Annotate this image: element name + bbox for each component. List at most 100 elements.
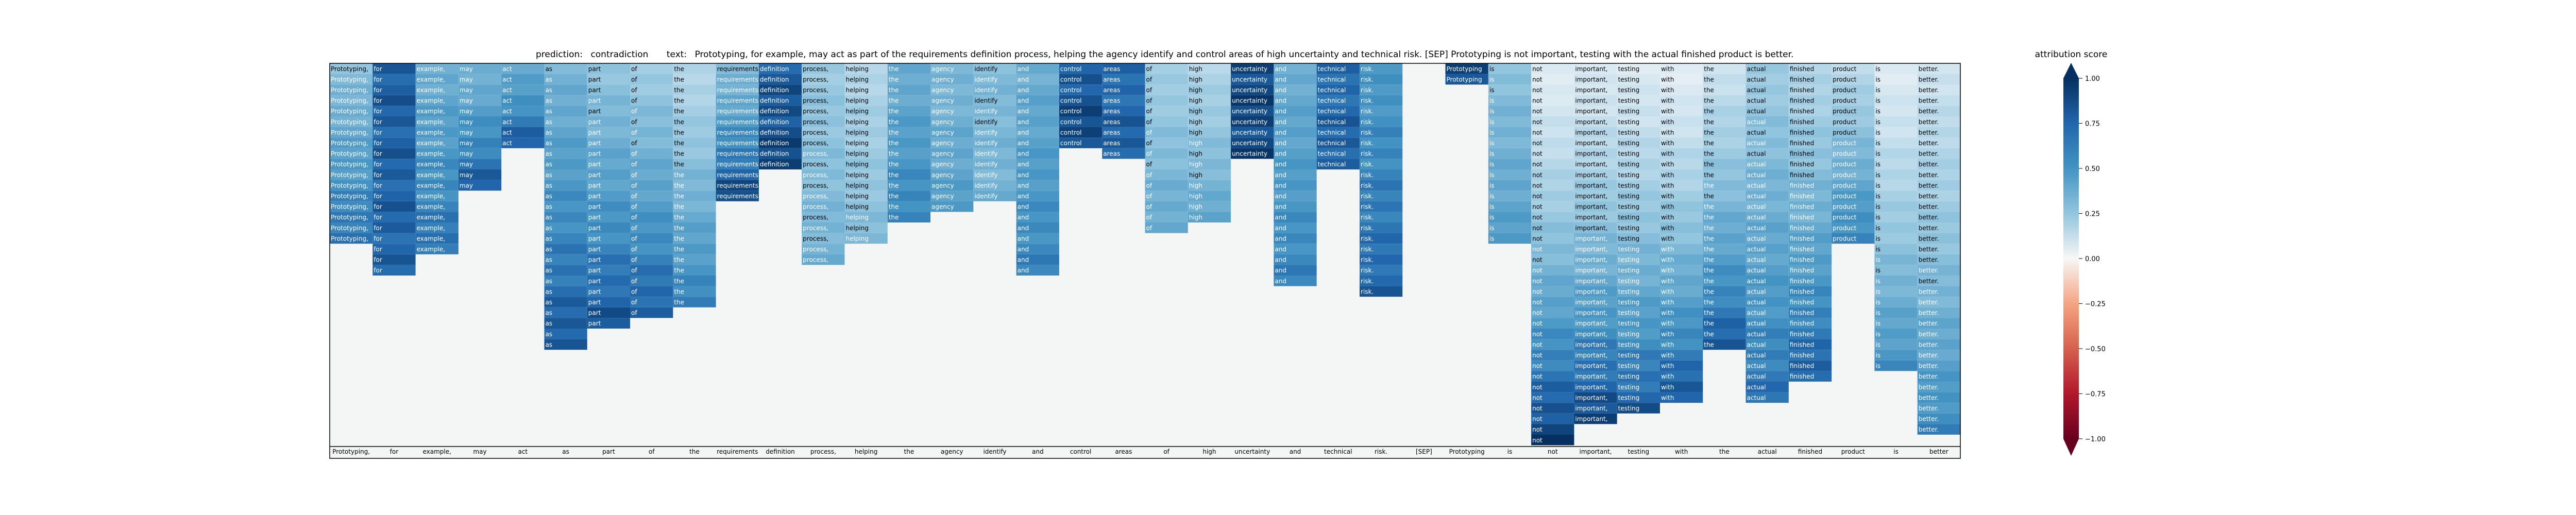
- heatmap-cell: [673, 116, 716, 127]
- heatmap-cell: [1917, 212, 1960, 222]
- heatmap-cell: [1231, 84, 1274, 95]
- cell-token-label: part: [588, 246, 601, 253]
- cell-token-label: of: [1146, 76, 1153, 83]
- heatmap-cell: [1788, 318, 1832, 329]
- cell-token-label: the: [889, 65, 899, 73]
- cell-token-label: technical: [1318, 76, 1346, 83]
- heatmap-cell: [802, 95, 845, 106]
- cell-token-label: is: [1875, 246, 1880, 253]
- cell-token-label: better.: [1919, 352, 1939, 359]
- cell-token-label: important,: [1575, 405, 1607, 412]
- cell-token-label: of: [1146, 171, 1153, 179]
- heatmap-cell: [973, 138, 1016, 148]
- heatmap-cell: [1574, 222, 1617, 233]
- cell-token-label: definition: [760, 161, 789, 168]
- cell-token-label: risk.: [1361, 235, 1374, 242]
- cell-token-label: high: [1189, 182, 1202, 189]
- cell-token-label: product: [1833, 76, 1856, 83]
- heatmap-cell: [716, 159, 759, 169]
- heatmap-cell: [673, 286, 716, 297]
- cell-token-label: for: [374, 182, 382, 189]
- cell-token-label: risk.: [1361, 161, 1374, 168]
- heatmap-cell: [1488, 222, 1532, 233]
- heatmap-cell: [544, 286, 587, 297]
- heatmap-cell: [1659, 116, 1703, 127]
- cell-token-label: and: [1018, 87, 1029, 94]
- heatmap-cell: [844, 180, 888, 191]
- heatmap-cell: [844, 74, 888, 85]
- cell-token-label: actual: [1747, 299, 1766, 306]
- heatmap-cell: [630, 106, 673, 116]
- heatmap-cell: [1188, 212, 1231, 222]
- heatmap-cell: [1488, 116, 1532, 127]
- cell-token-label: product: [1833, 87, 1856, 94]
- cell-token-label: as: [545, 341, 552, 348]
- heatmap-cell: [415, 201, 459, 212]
- cell-token-label: uncertainty: [1232, 140, 1267, 147]
- heatmap-cell: [1574, 159, 1617, 169]
- cell-token-label: as: [545, 65, 552, 73]
- cell-token-label: the: [1704, 288, 1714, 295]
- cell-token-label: better.: [1919, 76, 1939, 83]
- cell-token-label: the: [889, 140, 899, 147]
- cell-token-label: important,: [1575, 384, 1607, 391]
- cell-token-label: may: [460, 140, 473, 147]
- heatmap-cell: [887, 169, 931, 180]
- cell-token-label: technical: [1318, 97, 1346, 105]
- heatmap-cell: [1874, 159, 1918, 169]
- heatmap-cell: [1016, 127, 1059, 138]
- cell-token-label: definition: [760, 150, 789, 158]
- x-tick-label: the: [1719, 448, 1730, 455]
- cell-token-label: not: [1532, 405, 1543, 412]
- heatmap-cell: [1574, 382, 1617, 392]
- heatmap-cell: [930, 95, 974, 106]
- heatmap-cell: [1574, 180, 1617, 191]
- heatmap-cell: [544, 159, 587, 169]
- cell-token-label: with: [1661, 373, 1674, 380]
- cell-token-label: with: [1661, 193, 1674, 200]
- cell-token-label: example,: [417, 97, 445, 105]
- heatmap-cell: [887, 106, 931, 116]
- cell-token-label: is: [1875, 331, 1880, 338]
- heatmap-cell: [1617, 350, 1660, 360]
- cell-token-label: the: [1704, 97, 1714, 105]
- cell-token-label: for: [374, 225, 382, 232]
- heatmap-cell: [1659, 392, 1703, 403]
- heatmap-cell: [372, 222, 416, 233]
- heatmap-cell: [1574, 95, 1617, 106]
- cell-token-label: helping: [845, 87, 869, 94]
- cell-token-label: for: [374, 129, 382, 136]
- cell-token-label: testing: [1618, 363, 1640, 370]
- cell-token-label: and: [1275, 246, 1286, 253]
- cell-token-label: testing: [1618, 182, 1640, 189]
- x-tick-label: high: [1202, 448, 1216, 455]
- cell-token-label: may: [460, 161, 473, 168]
- heatmap-cell: [1745, 307, 1789, 318]
- cell-token-label: better.: [1919, 161, 1939, 168]
- cell-token-label: identify: [974, 97, 997, 105]
- heatmap-cell: [587, 307, 631, 318]
- cell-token-label: with: [1661, 225, 1674, 232]
- heatmap-cell: [1917, 106, 1960, 116]
- cell-token-label: important,: [1575, 416, 1607, 423]
- cell-token-label: important,: [1575, 373, 1607, 380]
- heatmap-cell: [1488, 212, 1532, 222]
- heatmap-cell: [1488, 74, 1532, 85]
- heatmap-cell: [1488, 191, 1532, 201]
- heatmap-cell: [1659, 350, 1703, 360]
- cell-token-label: as: [545, 331, 552, 338]
- cell-token-label: risk.: [1361, 203, 1374, 211]
- heatmap-cell: [1703, 106, 1746, 116]
- cell-token-label: is: [1875, 235, 1880, 242]
- cell-token-label: for: [374, 267, 382, 274]
- heatmap-cell: [1745, 254, 1789, 265]
- cell-token-label: the: [674, 288, 684, 295]
- heatmap-cell: [1531, 339, 1574, 350]
- heatmap-cell: [1617, 95, 1660, 106]
- heatmap-cell: [1832, 191, 1875, 201]
- cell-token-label: agency: [931, 203, 954, 211]
- cell-token-label: better.: [1919, 426, 1939, 433]
- cell-token-label: and: [1018, 256, 1029, 264]
- heatmap-cell: [630, 169, 673, 180]
- heatmap-cell: [372, 201, 416, 212]
